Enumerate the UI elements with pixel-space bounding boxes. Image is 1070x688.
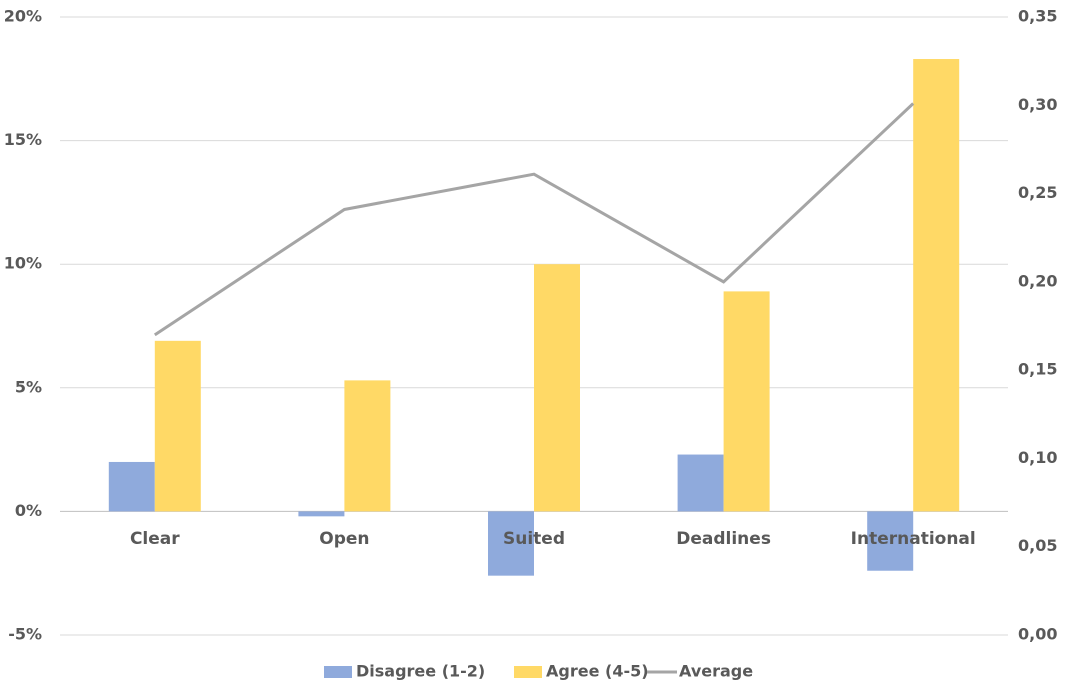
bar (723, 291, 770, 512)
line (153, 102, 915, 337)
y2-tick-label: 0,15 (1018, 360, 1057, 379)
bar (344, 380, 391, 512)
x-tick-label: Clear (130, 529, 180, 549)
y-tick-label: 20% (4, 7, 42, 26)
y-tick-label: 10% (4, 254, 42, 273)
bar (488, 511, 534, 576)
y2-tick-label: 0,00 (1018, 625, 1057, 644)
bar (154, 340, 201, 512)
x-tick-label: Suited (503, 529, 565, 549)
y-tick-label: 15% (4, 130, 42, 149)
bar (677, 454, 724, 512)
y2-tick-label: 0,25 (1018, 183, 1057, 202)
bar (534, 264, 580, 512)
bar (298, 511, 345, 517)
legend-label: Average (679, 662, 753, 681)
legend-swatch (324, 666, 352, 678)
x-tick-label: Open (319, 529, 369, 549)
legend-swatch (514, 666, 542, 678)
y-tick-label: -5% (8, 625, 42, 644)
y-tick-label: 0% (15, 501, 42, 520)
y2-tick-label: 0,20 (1018, 271, 1057, 290)
x-tick-label: Deadlines (676, 529, 771, 549)
legend-label: Disagree (1-2) (356, 662, 485, 681)
y2-tick-label: 0,30 (1018, 95, 1057, 114)
y2-tick-label: 0,05 (1018, 536, 1057, 555)
y2-tick-label: 0,10 (1018, 448, 1057, 467)
x-tick-label: International (851, 529, 976, 549)
bar (108, 461, 155, 512)
bar (913, 59, 960, 512)
bar (867, 511, 914, 571)
legend-label: Agree (4-5) (546, 662, 649, 681)
y-tick-label: 5% (15, 377, 42, 396)
y2-tick-label: 0,35 (1018, 7, 1057, 26)
